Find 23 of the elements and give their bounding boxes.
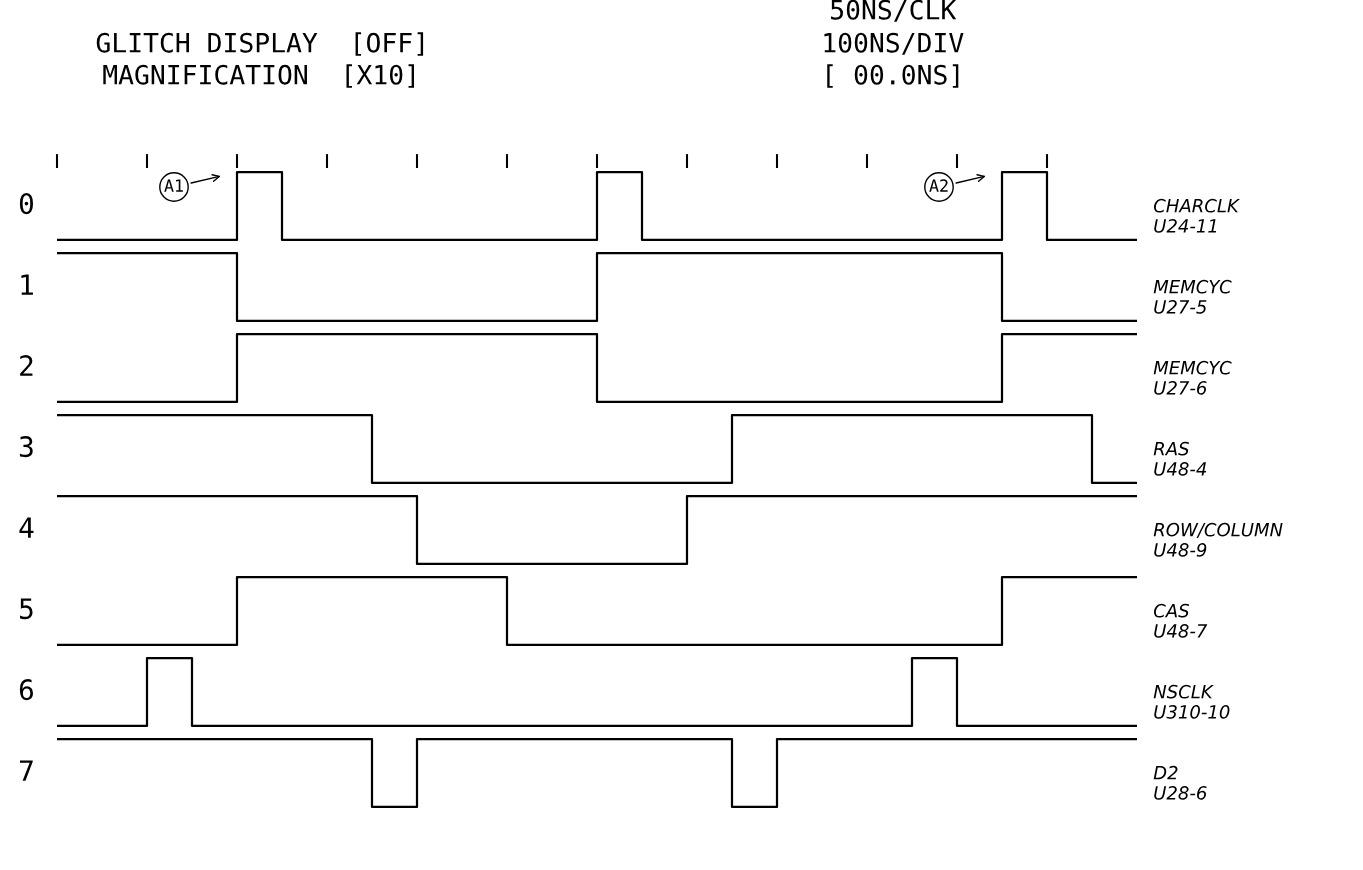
y2-axis-title: NSCLK U310-10 bbox=[1153, 684, 1230, 719]
annotation: A1 bbox=[164, 179, 183, 192]
y-axis-title: 0 bbox=[19, 193, 33, 215]
annotation: A2 bbox=[929, 179, 948, 192]
y2-axis-title: RAS U48-4 bbox=[1153, 441, 1207, 476]
y-axis-title: 7 bbox=[19, 760, 33, 781]
y2-axis-title: D2 U28-6 bbox=[1153, 765, 1207, 800]
chart-subtitle: MAGNIFICATION [X10] bbox=[103, 64, 415, 88]
y2-axis-title: MEMCYC U27-5 bbox=[1153, 279, 1232, 314]
y2-axis-title: CHARCLK U24-11 bbox=[1153, 198, 1240, 233]
y-axis-title: 3 bbox=[19, 436, 33, 458]
y-axis-title: 6 bbox=[19, 679, 33, 701]
y2-axis-title: MEMCYC U27-6 bbox=[1153, 360, 1232, 395]
y-axis-title: 5 bbox=[20, 598, 33, 620]
y2-axis-title: CAS U48-7 bbox=[1153, 603, 1208, 638]
y-axis-title: 1 bbox=[21, 274, 33, 295]
y2-axis-title: ROW/COLUMN U48-9 bbox=[1153, 522, 1283, 557]
y-axis-title: 2 bbox=[20, 355, 33, 376]
text: 50NS/CLK bbox=[831, 0, 957, 22]
y-axis-title: 4 bbox=[19, 517, 34, 538]
chart-title: GLITCH DISPLAY [OFF] bbox=[96, 32, 424, 56]
text: [ 00.0NS] bbox=[827, 64, 959, 88]
text: 100NS/DIV bbox=[824, 32, 964, 55]
